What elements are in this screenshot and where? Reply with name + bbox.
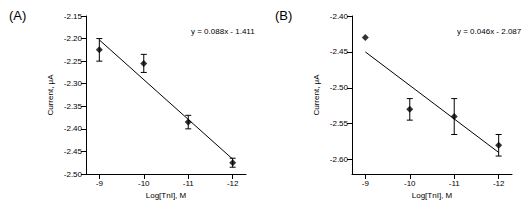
svg-text:-2.50: -2.50 <box>64 170 83 179</box>
svg-text:Log[TnI], M: Log[TnI], M <box>412 191 453 200</box>
svg-text:-2.55: -2.55 <box>330 119 349 128</box>
svg-text:Log[TnI], M: Log[TnI], M <box>146 191 187 200</box>
svg-text:-2.60: -2.60 <box>330 155 349 164</box>
svg-text:-2.20: -2.20 <box>64 34 83 43</box>
svg-text:-2.15: -2.15 <box>64 12 83 21</box>
svg-text:Current, μA: Current, μA <box>312 74 321 116</box>
svg-text:-9: -9 <box>96 179 104 188</box>
svg-text:-10: -10 <box>404 179 416 188</box>
svg-text:-12: -12 <box>227 179 239 188</box>
svg-text:-12: -12 <box>493 179 505 188</box>
svg-text:(B): (B) <box>275 8 292 23</box>
svg-text:-2.25: -2.25 <box>64 57 83 66</box>
svg-text:y = 0.088x - 1.411: y = 0.088x - 1.411 <box>191 27 255 36</box>
svg-text:-11: -11 <box>183 179 195 188</box>
svg-text:-2.40: -2.40 <box>330 12 349 21</box>
svg-text:-2.45: -2.45 <box>64 147 83 156</box>
svg-text:-2.35: -2.35 <box>64 102 83 111</box>
svg-text:Current, μA: Current, μA <box>46 74 55 116</box>
svg-text:y = 0.046x - 2.087: y = 0.046x - 2.087 <box>457 27 522 36</box>
svg-text:-10: -10 <box>138 179 150 188</box>
svg-text:-2.50: -2.50 <box>330 83 349 92</box>
svg-text:(A): (A) <box>9 8 26 23</box>
svg-text:-11: -11 <box>449 179 461 188</box>
svg-text:-2.30: -2.30 <box>64 79 83 88</box>
svg-text:-9: -9 <box>362 179 370 188</box>
svg-text:-2.45: -2.45 <box>330 47 349 56</box>
svg-text:-2.40: -2.40 <box>64 124 83 133</box>
